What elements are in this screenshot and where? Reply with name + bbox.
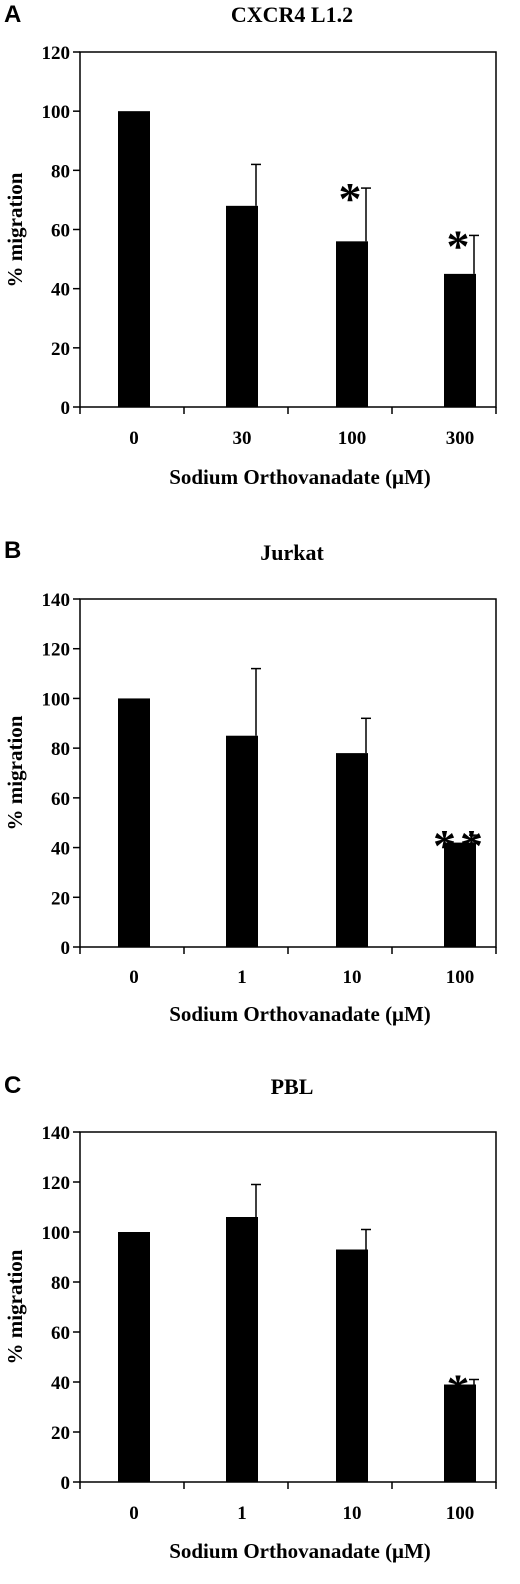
x-axis-label: Sodium Orthovanadate (μM) [169,1539,431,1563]
panel-letter: A [4,1,21,28]
panel-letter: C [4,1072,21,1099]
y-tick-label: 60 [51,221,70,242]
y-tick-label: 40 [51,839,70,860]
y-tick-label: 20 [51,339,70,360]
y-axis-label: % migration [3,715,27,830]
x-tick-label: 100 [446,1503,475,1524]
y-tick-label: 40 [51,1373,70,1394]
y-tick-label: 20 [51,888,70,909]
y-tick-label: 40 [51,280,70,301]
chart-title: PBL [271,1074,314,1099]
x-tick-label: 30 [233,428,252,449]
y-tick-label: 60 [51,789,70,810]
y-tick-label: 100 [42,689,71,710]
x-axis-label: Sodium Orthovanadate (μM) [169,1002,431,1026]
x-tick-label: 10 [343,1503,362,1524]
significance-marker: * [447,1365,474,1416]
bar [444,273,476,407]
y-tick-label: 100 [42,102,71,123]
y-tick-label: 140 [42,1123,71,1144]
y-tick-label: 0 [61,398,71,419]
y-tick-label: 80 [51,161,70,182]
y-axis-label: % migration [3,1249,27,1364]
y-tick-label: 0 [61,1473,71,1494]
significance-marker: * [447,220,474,271]
y-tick-label: 0 [61,938,71,959]
y-tick-label: 60 [51,1323,70,1344]
chart-panel-c: C PBL 0 20 40 60 80 100 120 140 0 1 10 100 * Sodium Ort… [3,1072,497,1563]
x-tick-label: 100 [338,428,367,449]
x-tick-label: 1 [237,967,247,988]
y-tick-label: 120 [42,640,71,661]
y-tick-label: 120 [42,43,71,64]
y-tick-label: 80 [51,1273,70,1294]
x-tick-label: 300 [446,428,475,449]
bar [118,698,150,947]
significance-marker: * [339,173,366,224]
bar [226,1217,258,1482]
x-tick-label: 0 [129,428,139,449]
x-tick-label: 100 [446,967,475,988]
x-tick-label: 0 [129,967,139,988]
bar [118,1232,150,1482]
bar [444,842,476,947]
x-axis-label: Sodium Orthovanadate (μM) [169,465,431,489]
x-tick-label: 0 [129,1503,139,1524]
bar [336,753,368,947]
x-tick-label: 1 [237,1503,247,1524]
chart-panel-b: B Jurkat 0 20 40 60 80 100 120 140 0 1 10 100 ** Sodium… [3,537,497,1026]
y-tick-label: 120 [42,1173,71,1194]
chart-title: Jurkat [260,540,324,565]
y-tick-label: 100 [42,1223,71,1244]
bar [118,111,150,408]
bar [444,1384,476,1482]
y-tick-label: 20 [51,1423,70,1444]
significance-marker: ** [433,820,487,871]
bar [336,241,368,407]
bar [226,205,258,407]
bar [226,735,258,947]
y-tick-label: 80 [51,739,70,760]
bar [336,1249,368,1482]
chart-title: CXCR4 L1.2 [231,2,353,27]
y-tick-label: 140 [42,590,71,611]
y-axis-label: % migration [3,172,27,287]
x-tick-label: 10 [343,967,362,988]
chart-panel-a: A CXCR4 L1.2 0 20 40 60 80 100 120 0 30 100 * 300 * Sod… [3,1,497,489]
panel-letter: B [4,537,21,564]
